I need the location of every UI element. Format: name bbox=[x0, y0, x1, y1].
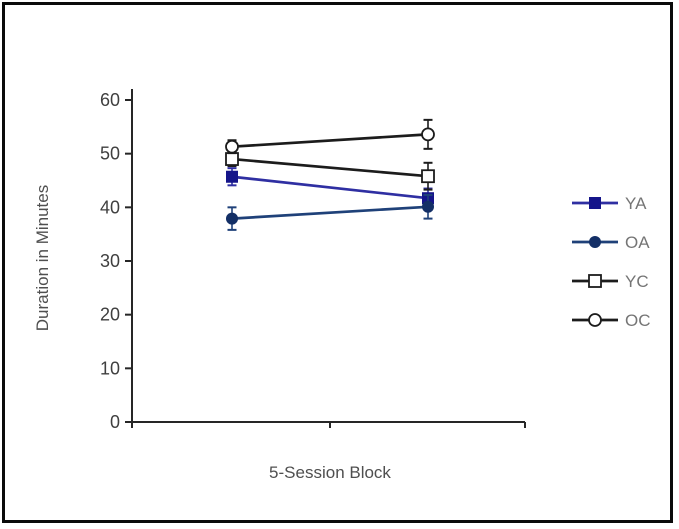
legend-item-ya: YA bbox=[572, 194, 647, 213]
legend-marker-oc bbox=[588, 313, 602, 327]
legend-item-oa: OA bbox=[572, 233, 650, 252]
series-yc bbox=[225, 151, 435, 191]
legend-item-oc: OC bbox=[572, 311, 651, 330]
y-tick-label-60: 60 bbox=[100, 90, 120, 110]
data-point-ya-1 bbox=[226, 170, 238, 183]
legend-item-yc: YC bbox=[572, 272, 649, 291]
y-tick-label-30: 30 bbox=[100, 251, 120, 271]
series-line-ya bbox=[231, 175, 429, 200]
series-oa bbox=[226, 193, 434, 231]
legend-label-yc: YC bbox=[625, 272, 649, 291]
axes: 0 10 20 30 40 50 60 bbox=[100, 89, 526, 432]
y-tick-label-50: 50 bbox=[100, 144, 120, 164]
series-oc bbox=[225, 118, 435, 155]
data-point-yc-1 bbox=[225, 152, 239, 166]
legend-marker-yc bbox=[588, 274, 602, 288]
legend-label-ya: YA bbox=[625, 194, 647, 213]
series-line-oa bbox=[231, 205, 429, 220]
data-point-oc-2 bbox=[421, 127, 435, 142]
legend-label-oc: OC bbox=[625, 311, 651, 330]
data-point-oa-2 bbox=[422, 200, 434, 213]
legend-marker-ya bbox=[589, 197, 601, 209]
y-tick-label-20: 20 bbox=[100, 305, 120, 325]
y-axis-title: Duration in Minutes bbox=[33, 185, 52, 331]
y-tick-label-0: 0 bbox=[110, 412, 120, 432]
legend-marker-oa bbox=[589, 236, 601, 248]
series-line-oc bbox=[231, 132, 429, 149]
data-point-oc-1 bbox=[225, 139, 239, 154]
y-tick-label-10: 10 bbox=[100, 358, 120, 378]
legend-label-oa: OA bbox=[625, 233, 650, 252]
data-point-oa-1 bbox=[226, 212, 238, 225]
legend: YA OA YC OC bbox=[572, 194, 651, 330]
y-tick-label-40: 40 bbox=[100, 197, 120, 217]
series-line-yc bbox=[231, 157, 429, 178]
series-layer bbox=[225, 118, 435, 231]
x-axis-title: 5-Session Block bbox=[269, 463, 391, 482]
data-point-yc-2 bbox=[421, 169, 435, 184]
